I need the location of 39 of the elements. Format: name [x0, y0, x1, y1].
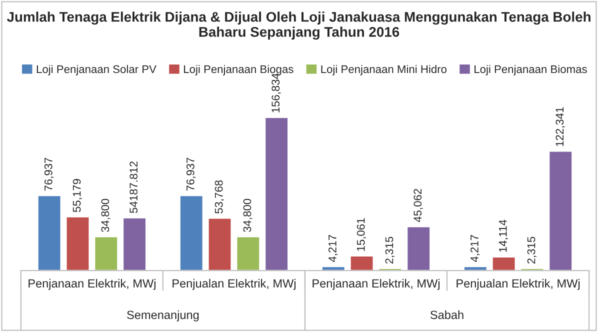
legend-label: Loji Penjanaan Solar PV: [36, 64, 156, 76]
data-label: 4,217: [328, 235, 338, 262]
bar: [548, 150, 573, 271]
data-label: 54187.812: [130, 162, 138, 214]
bar: [236, 236, 261, 271]
data-label: 76,937: [44, 158, 54, 191]
data-label: 15,061: [356, 218, 366, 251]
legend-label: Loji Penjanaan Biogas: [184, 64, 294, 76]
data-label: 34,800: [243, 198, 252, 232]
legend-label: Loji Penjanaan Mini Hidro: [321, 64, 447, 76]
x-tick-label: Penjualan Elektrik, MWj: [456, 278, 580, 290]
bar: [406, 226, 431, 271]
text: Sabah: [430, 310, 464, 320]
x-tick-label: Penjanaan Elektrik, MWj: [28, 278, 156, 290]
data-label: 122,341: [556, 107, 565, 146]
bar: [207, 217, 232, 271]
data-label: 34,800: [101, 198, 110, 232]
data-label: 45,062: [414, 188, 423, 222]
bar: [349, 255, 374, 271]
bar: [122, 216, 147, 271]
bar: [36, 194, 62, 271]
chart-title: Jumlah Tenaga Elektrik Dijana & Dijual Oleh Loji Janakuasa Menggunakan Tenaga Boleh Baharu Sepanjang Tahun 2016: [6, 12, 590, 40]
data-label: 156,834: [272, 73, 281, 112]
x-tick-label: Penjanaan Elektrik, MWj: [312, 278, 440, 290]
x-tick-label: Penjualan Elektrik, MWj: [172, 278, 296, 290]
bar: [491, 256, 516, 271]
data-label: 4,217: [470, 235, 480, 262]
bar: [65, 216, 90, 271]
data-label: 2,315: [527, 236, 537, 264]
data-label: 76,937: [186, 158, 196, 191]
data-label: 2,315: [385, 236, 394, 264]
bar: [264, 116, 289, 271]
bar: [179, 194, 204, 271]
legend-label: Loji Penjanaan Biomas: [474, 64, 587, 76]
data-label: 53,768: [214, 180, 224, 214]
bar: [94, 236, 118, 271]
data-label: 14,114: [499, 220, 508, 252]
text: Semenanjung: [127, 310, 199, 322]
data-label: 55,179: [72, 179, 82, 212]
